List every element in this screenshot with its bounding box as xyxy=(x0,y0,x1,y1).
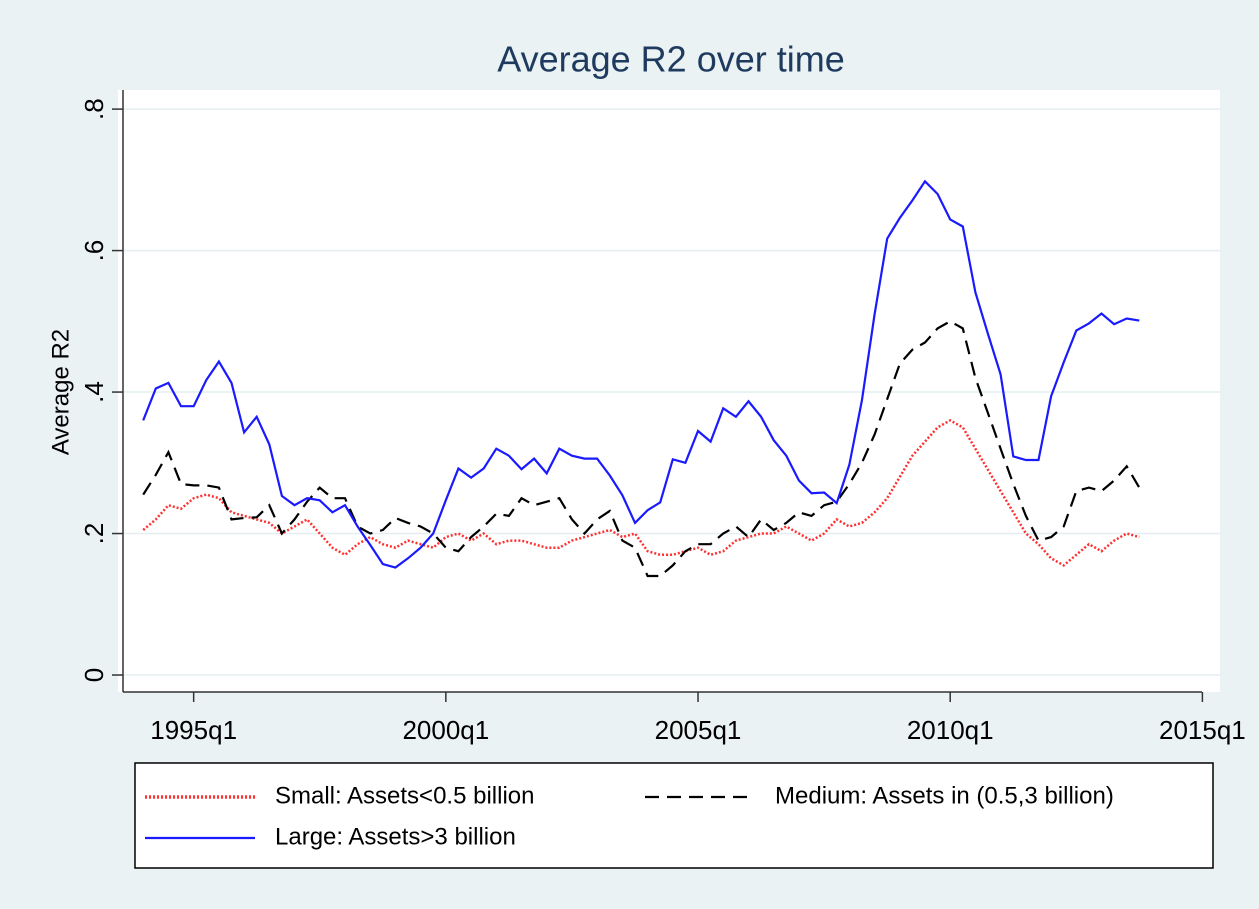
x-tick-label: 2000q1 xyxy=(402,715,489,745)
y-tick-label: 0 xyxy=(79,668,109,682)
series-line xyxy=(142,418,1140,567)
x-tick-label: 2005q1 xyxy=(655,715,742,745)
plot-area xyxy=(118,90,1220,692)
x-tick-label: 1995q1 xyxy=(150,715,237,745)
y-tick-label: .6 xyxy=(79,240,109,262)
x-tick-label: 2015q1 xyxy=(1159,715,1246,745)
y-tick-label: .4 xyxy=(79,381,109,403)
y-tick-label: .8 xyxy=(79,98,109,120)
x-tick-label: 2010q1 xyxy=(907,715,994,745)
legend-label: Medium: Assets in (0.5,3 billion) xyxy=(775,782,1114,809)
legend xyxy=(134,762,1214,869)
y-tick-label: .2 xyxy=(79,523,109,545)
legend-label: Large: Assets>3 billion xyxy=(275,823,516,850)
legend-label: Small: Assets<0.5 billion xyxy=(275,782,534,809)
chart-title: Average R2 over time xyxy=(497,39,845,80)
series-line xyxy=(142,179,1140,569)
y-axis-title: Average R2 xyxy=(47,329,74,455)
